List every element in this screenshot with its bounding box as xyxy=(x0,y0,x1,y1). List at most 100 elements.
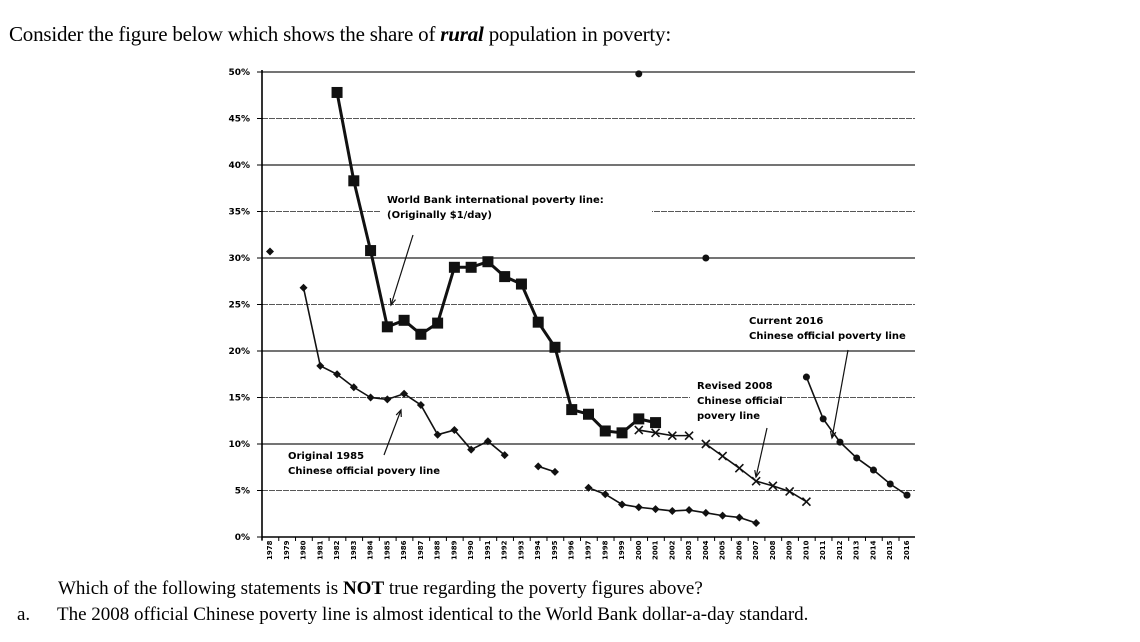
label-bg xyxy=(280,445,458,483)
y-tick-label: 10% xyxy=(228,440,250,450)
diamond-marker xyxy=(718,511,727,520)
square-marker xyxy=(381,321,393,333)
x-tick-label: 1989 xyxy=(450,540,458,560)
circle-marker xyxy=(886,480,894,488)
x-marker xyxy=(785,486,795,496)
diamond-marker xyxy=(366,393,375,402)
series-line xyxy=(588,486,757,524)
square-marker xyxy=(348,175,360,187)
x-tick-label: 2014 xyxy=(869,540,877,560)
x-tick-label: 1987 xyxy=(417,540,425,560)
arrow-head xyxy=(754,470,761,479)
x-tick-label: 1984 xyxy=(367,540,375,560)
x-tick-label: 1992 xyxy=(501,540,509,560)
x-tick-label: 1990 xyxy=(467,540,475,560)
diamond-marker xyxy=(634,503,643,512)
question-text-part: Which of the following statements is xyxy=(58,578,343,599)
arrow-head xyxy=(389,297,396,307)
diamond-marker xyxy=(701,508,710,517)
y-tick-label: 5% xyxy=(235,487,250,497)
annotation-revised-2008: Revised 2008 xyxy=(697,381,773,392)
square-marker xyxy=(549,341,561,353)
circle-marker xyxy=(869,466,877,474)
x-marker xyxy=(751,476,761,486)
x-marker xyxy=(684,431,694,441)
diamond-marker xyxy=(433,430,442,439)
square-marker xyxy=(633,413,645,425)
y-tick-label: 20% xyxy=(228,347,250,357)
annotation-current-2016: Current 2016 xyxy=(749,316,823,327)
square-marker xyxy=(448,261,460,273)
diamond-marker xyxy=(534,462,543,471)
square-marker xyxy=(432,317,444,329)
question-text-part: true regarding the poverty figures above… xyxy=(384,578,703,599)
diamond-marker xyxy=(333,370,342,379)
intro-text-part: Consider the figure below which shows th… xyxy=(9,22,441,46)
label-bg xyxy=(690,375,778,430)
series-line xyxy=(302,287,506,456)
x-marker xyxy=(701,439,711,449)
arrow-head xyxy=(829,431,837,440)
y-tick-label: 45% xyxy=(228,115,250,125)
label-bg xyxy=(740,310,918,350)
x-tick-label: 2001 xyxy=(652,540,660,560)
x-tick-label: 1979 xyxy=(283,540,291,560)
x-marker xyxy=(734,463,744,473)
annotation-current-2016: Chinese official poverty line xyxy=(749,331,906,342)
diamond-marker xyxy=(316,361,325,370)
intro-text: Consider the figure below which shows th… xyxy=(9,22,671,47)
x-tick-label: 1998 xyxy=(601,540,609,560)
annotation-original-1985: Original 1985 xyxy=(288,451,364,462)
y-tick-label: 25% xyxy=(228,301,250,311)
square-marker xyxy=(650,417,662,429)
option-letter: a. xyxy=(17,604,31,625)
diamond-marker xyxy=(668,506,677,515)
x-marker xyxy=(650,428,661,438)
question-text: Which of the following statements is NOT… xyxy=(58,578,703,600)
annotation-revised-2008: povery line xyxy=(697,411,760,422)
x-marker xyxy=(667,431,677,441)
y-tick-label: 35% xyxy=(228,208,250,218)
diamond-marker xyxy=(550,467,559,476)
diamond-marker xyxy=(467,445,476,454)
series-line xyxy=(805,376,908,496)
x-tick-label: 1981 xyxy=(316,540,324,560)
x-marker xyxy=(634,425,644,435)
x-tick-label: 1985 xyxy=(383,540,391,560)
y-tick-label: 0% xyxy=(235,533,250,543)
circle-marker xyxy=(635,70,643,78)
diamond-marker xyxy=(299,283,308,292)
x-tick-label: 2004 xyxy=(702,540,710,560)
x-tick-label: 1997 xyxy=(585,540,593,560)
x-marker xyxy=(801,497,811,507)
diamond-marker xyxy=(416,400,425,409)
diamond-marker xyxy=(735,513,744,522)
diamond-marker xyxy=(349,383,358,392)
annotation-revised-2008: Chinese official xyxy=(697,396,783,407)
x-tick-label: 2000 xyxy=(635,540,643,560)
x-tick-label: 1983 xyxy=(350,540,358,560)
x-tick-label: 2002 xyxy=(668,540,676,560)
y-tick-label: 15% xyxy=(228,394,250,404)
x-tick-label: 1980 xyxy=(300,540,308,560)
x-marker xyxy=(718,451,728,461)
x-tick-label: 1995 xyxy=(551,540,559,560)
x-tick-label: 1993 xyxy=(517,540,525,560)
answer-option-a: a. The 2008 official Chinese poverty line… xyxy=(17,604,808,626)
diamond-marker xyxy=(483,437,492,446)
x-tick-label: 2011 xyxy=(819,540,827,560)
diamond-marker xyxy=(618,500,627,509)
diamond-marker xyxy=(266,247,274,256)
square-marker xyxy=(398,314,410,326)
circle-marker xyxy=(702,254,710,262)
square-marker xyxy=(532,316,544,328)
x-tick-label: 1996 xyxy=(568,540,576,560)
arrow-line xyxy=(383,409,402,456)
diamond-marker xyxy=(601,490,610,499)
diamond-marker xyxy=(400,389,409,398)
square-marker xyxy=(331,86,343,98)
arrow-head xyxy=(395,408,402,418)
x-tick-label: 1991 xyxy=(484,540,492,560)
poverty-line-chart: 0% 5% 10% 15% 20% 25% 30% 35% 40% 45% 50% 1978 1979 1… xyxy=(228,68,918,560)
square-marker xyxy=(499,271,511,283)
